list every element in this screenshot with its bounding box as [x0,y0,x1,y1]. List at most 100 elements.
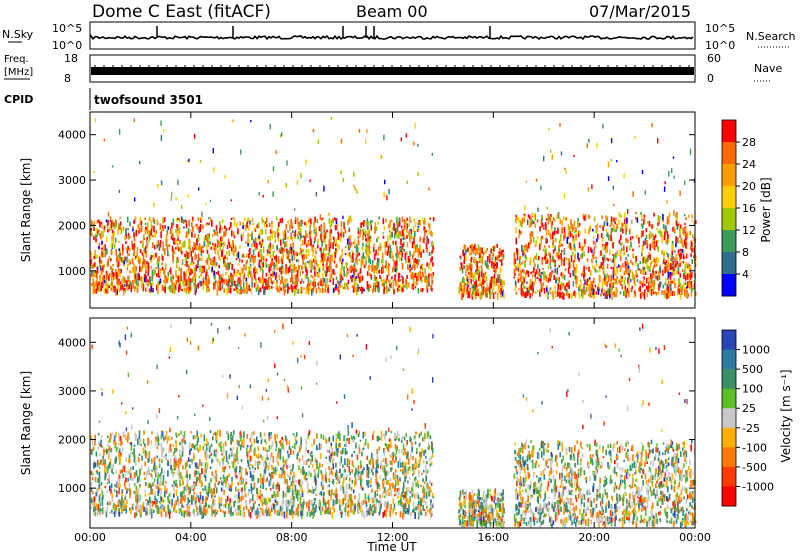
range-cell [116,288,118,295]
range-cell [279,218,282,223]
range-cell [121,284,124,290]
range-cell [365,255,368,260]
range-cell [338,244,340,250]
range-cell [269,229,272,234]
range-cell [142,243,144,249]
range-cell [640,230,643,238]
range-cell [467,247,469,253]
range-cell [141,252,144,256]
range-cell [641,223,644,229]
range-cell [161,458,163,463]
range-cell [185,223,188,229]
range-cell [516,255,519,261]
range-cell [486,248,488,251]
range-cell [357,231,360,235]
range-cell [248,266,250,273]
range-cell [475,280,477,287]
range-cell [550,225,553,232]
range-cell [242,506,245,511]
range-cell [643,214,646,217]
range-cell [642,232,644,237]
range-cell [550,221,553,229]
range-cell [223,241,225,247]
range-cell [320,481,323,487]
range-cell [588,216,591,219]
range-cell [684,293,687,298]
range-cell [668,218,670,225]
range-cell [588,228,590,235]
range-cell [249,258,252,263]
range-cell [215,246,217,250]
range-cell [641,244,644,251]
range-cell [416,259,418,264]
range-cell [100,221,103,225]
range-cell [146,265,148,269]
range-cell [196,447,199,450]
range-cell [363,256,366,260]
range-cell [230,511,232,517]
range-cell [662,284,664,289]
range-cell [552,239,554,245]
range-cell [223,231,225,238]
range-cell [151,458,153,464]
range-cell [349,497,351,501]
range-cell [95,288,97,294]
range-cell [161,286,164,291]
range-cell [515,226,517,234]
range-cell [276,490,279,497]
range-cell [396,278,399,285]
range-cell [623,279,626,285]
range-cell [207,281,209,287]
range-cell [206,486,209,493]
range-cell [544,255,546,260]
range-cell [170,234,173,240]
range-cell [428,223,431,230]
range-cell [378,269,381,274]
range-cell [636,279,639,283]
range-cell [180,459,183,463]
range-cell [246,218,249,224]
range-cell [630,241,632,248]
range-cell [302,257,304,265]
range-cell [357,284,359,290]
range-cell [672,256,675,261]
range-cell [181,288,183,292]
range-cell [589,292,592,295]
range-cell [139,216,142,221]
range-cell [578,222,581,227]
range-cell [291,268,293,274]
range-cell [369,235,372,242]
range-cell [394,274,396,281]
range-cell [155,253,157,258]
range-cell [277,227,280,232]
range-cell [252,487,255,490]
range-cell [557,246,560,249]
range-cell [479,247,481,255]
range-cell [530,271,532,275]
range-cell [605,229,608,233]
range-cell [534,291,537,294]
range-cell [524,254,527,259]
range-cell [521,281,523,285]
range-cell [223,503,225,508]
range-cell [393,232,396,239]
range-cell [545,223,547,231]
range-cell [607,176,610,181]
freq-label-2: [MHz] [4,67,33,78]
range-cell [537,289,539,293]
range-cell [652,234,654,237]
range-cell [537,207,539,212]
range-cell [202,279,205,285]
range-cell [537,271,540,277]
range-cell [213,256,216,262]
range-cell [220,277,222,280]
range-cell [158,243,161,249]
range-cell [602,253,604,257]
range-cell [643,217,645,221]
range-cell [321,217,324,220]
range-cell [467,265,469,272]
range-cell [250,265,252,271]
range-cell [560,293,562,297]
range-cell [671,290,674,296]
range-cell [122,227,124,232]
